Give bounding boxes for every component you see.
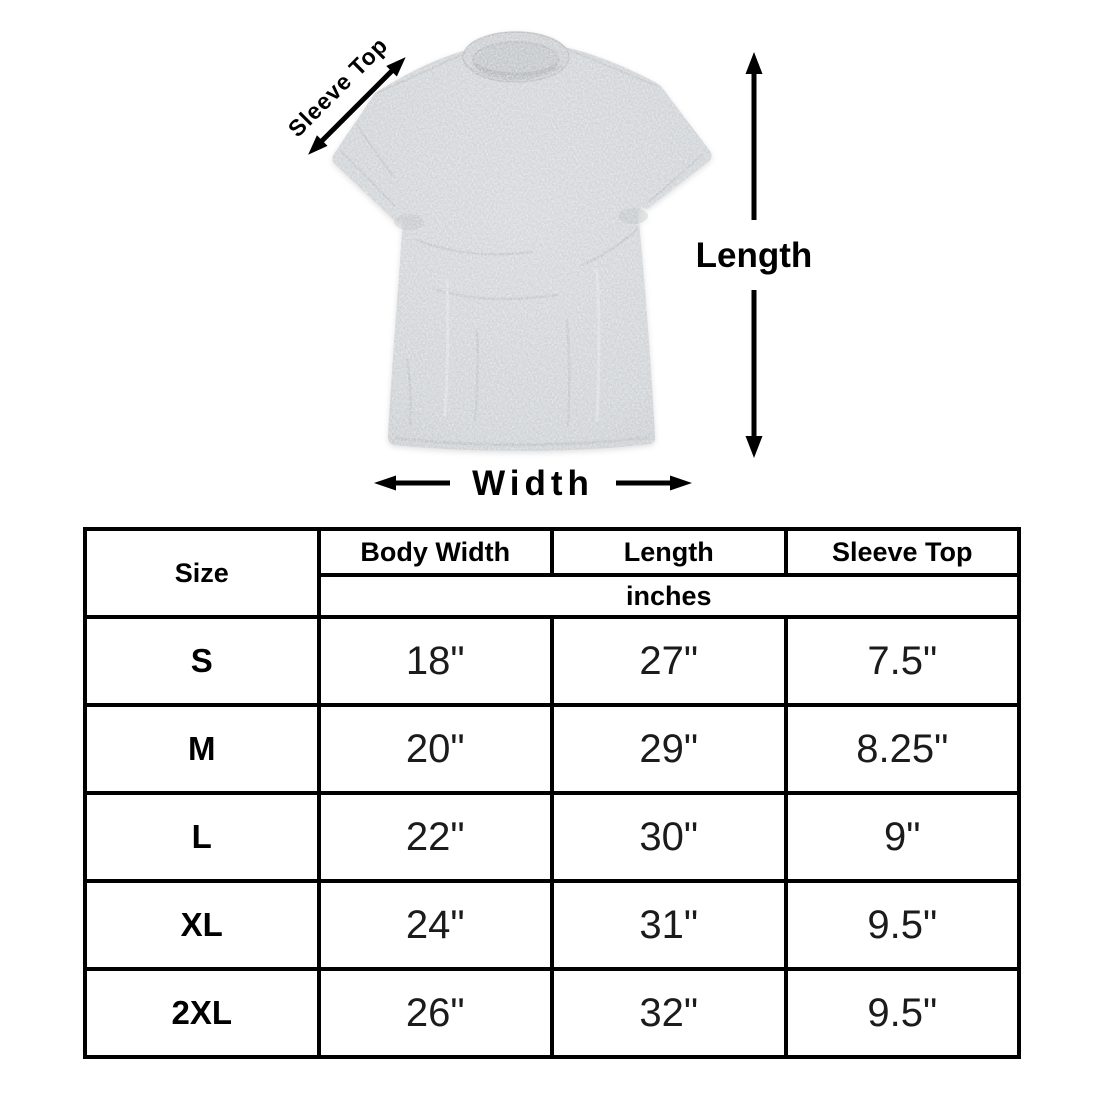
table-header-row: Size Body Width Length Sleeve Top	[83, 527, 1021, 619]
table-row: XL 24" 31" 9.5"	[83, 879, 1021, 971]
body-width-value: 22"	[316, 791, 554, 883]
size-value: L	[83, 791, 321, 883]
sleeve-top-value: 9.5"	[783, 967, 1021, 1059]
column-header-size: Size	[83, 527, 321, 619]
length-value: 30"	[550, 791, 788, 883]
column-header-body-width: Body Width	[316, 527, 554, 577]
body-width-value: 26"	[316, 967, 554, 1059]
table-row: M 20" 29" 8.25"	[83, 703, 1021, 795]
column-header-sleeve-top: Sleeve Top	[783, 527, 1021, 577]
sleeve-top-double-arrow-icon	[308, 57, 406, 155]
width-arrow-left-icon	[374, 475, 450, 491]
length-value: 31"	[550, 879, 788, 971]
length-label: Length	[695, 235, 813, 275]
body-width-value: 18"	[316, 615, 554, 707]
body-width-value: 20"	[316, 703, 554, 795]
width-label: Width	[472, 463, 594, 503]
sleeve-top-annotation: Sleeve Top	[277, 26, 417, 166]
table-unit-row: inches	[85, 573, 1021, 619]
table-row: L 22" 30" 9"	[83, 791, 1021, 883]
sleeve-top-value: 8.25"	[783, 703, 1021, 795]
tshirt-image	[332, 31, 712, 451]
table-row: S 18" 27" 7.5"	[83, 615, 1021, 707]
length-value: 32"	[550, 967, 788, 1059]
unit-label: inches	[316, 573, 1021, 619]
length-value: 29"	[550, 703, 788, 795]
sleeve-top-value: 9"	[783, 791, 1021, 883]
length-arrow-up-icon	[745, 52, 763, 220]
size-value: XL	[83, 879, 321, 971]
table-row: 2XL 26" 32" 9.5"	[83, 967, 1021, 1059]
sleeve-top-value: 7.5"	[783, 615, 1021, 707]
body-width-value: 24"	[316, 879, 554, 971]
tshirt-body-shape	[332, 31, 712, 451]
size-chart-table: Size Body Width Length Sleeve Top inches…	[83, 527, 1021, 1059]
width-arrow-right-icon	[616, 475, 692, 491]
width-annotation: Width	[374, 460, 692, 506]
length-arrow-down-icon	[745, 290, 763, 458]
size-value: S	[83, 615, 321, 707]
length-annotation: Length	[691, 52, 817, 458]
length-value: 27"	[550, 615, 788, 707]
size-value: M	[83, 703, 321, 795]
column-header-length: Length	[550, 527, 788, 577]
sleeve-top-value: 9.5"	[783, 879, 1021, 971]
size-value: 2XL	[83, 967, 321, 1059]
